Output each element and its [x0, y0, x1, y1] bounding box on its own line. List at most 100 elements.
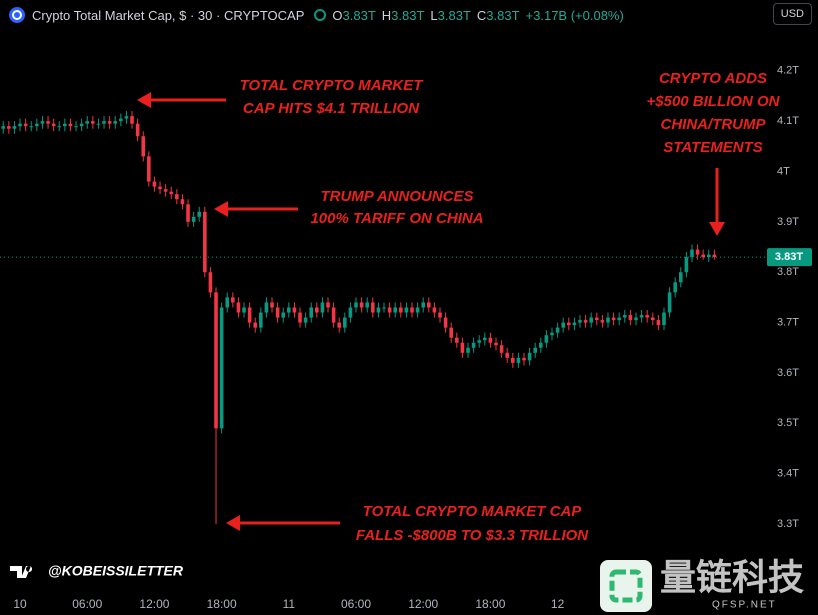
annotation-text: CHINA/TRUMP [661, 116, 767, 133]
x-tick-label: 11 [283, 597, 296, 611]
candle-body [488, 337, 493, 343]
candle-body [152, 181, 157, 187]
x-tick-label: 10 [13, 597, 27, 611]
candle-body [639, 315, 644, 318]
ohlc-key: H [381, 7, 392, 23]
candle-body [163, 189, 168, 192]
candle-body [667, 292, 672, 313]
annotation-arrowhead [137, 92, 151, 108]
brand-watermark: 量链科技 [660, 557, 804, 598]
candle-body [287, 307, 291, 313]
annotation-arrowhead [214, 201, 228, 217]
candle-body [561, 322, 565, 328]
brand-logo [600, 560, 652, 612]
candle-body [309, 307, 314, 318]
candle-body [365, 302, 370, 308]
candle-body [23, 123, 28, 127]
annotation-text: STATEMENTS [663, 139, 762, 156]
annotation-text: FALLS -$800B TO $3.3 TRILLION [356, 527, 589, 544]
candle-body [538, 342, 543, 348]
x-tick-label: 12:00 [139, 597, 169, 611]
ohlc-value: 3.83T [391, 7, 425, 23]
candle-body [231, 297, 235, 303]
candle-body [292, 307, 297, 313]
candle-body [315, 307, 319, 313]
candle-body [236, 302, 241, 313]
candle-body [438, 312, 442, 318]
candle-body [371, 302, 375, 313]
candle-body [449, 327, 454, 338]
candle-body [343, 317, 347, 328]
candle-body [594, 317, 599, 321]
candle-body [51, 123, 56, 127]
candle-body [247, 307, 252, 323]
candle-body [505, 352, 510, 358]
candle-body [690, 249, 694, 258]
candle-body [141, 136, 146, 157]
candle-body [135, 123, 140, 137]
candle-body [96, 123, 101, 125]
candle-body [79, 123, 84, 127]
candle-body [298, 312, 302, 323]
annotation-text: CAP HITS $4.1 TRILLION [243, 100, 420, 117]
candle-body [606, 317, 610, 323]
ohlc-key: C [476, 7, 487, 23]
site-watermark: QFSP.NET [712, 600, 777, 611]
candle-body [589, 317, 593, 323]
brand-logo-bg [600, 560, 652, 612]
candle-body [393, 307, 398, 313]
ohlc-value: 3.83T [342, 7, 376, 23]
candle-body [662, 312, 666, 326]
candle-body [68, 123, 73, 127]
candle-body [460, 342, 465, 353]
candle-body [404, 307, 409, 313]
candle-body [169, 191, 174, 195]
candle-body [678, 272, 683, 283]
candle-body [175, 194, 179, 200]
candle-body [91, 121, 95, 124]
candle-body [320, 302, 325, 313]
y-tick-label: 4.1T [777, 115, 799, 127]
tv-logo [10, 566, 33, 578]
candle-body [63, 123, 67, 127]
candle-body [427, 302, 431, 308]
candle-body [214, 292, 218, 429]
status-icon [314, 9, 327, 21]
candle-body [29, 126, 34, 128]
candle-body [410, 307, 414, 313]
candle-body [443, 317, 448, 328]
candle-body [74, 126, 78, 128]
candle-body [382, 307, 386, 309]
header: Crypto Total Market Cap, $ · 30 · CRYPTO… [8, 4, 624, 26]
candle-body [432, 307, 437, 313]
candle-body [40, 121, 45, 124]
y-tick-label: 3.8T [777, 266, 799, 278]
candle-body [107, 121, 112, 124]
candle-body [656, 320, 661, 326]
candle-body [706, 254, 711, 258]
y-tick-label: 3.9T [777, 216, 799, 228]
candle-body [415, 307, 420, 313]
annotation-text: 100% TARIFF ON CHINA [310, 210, 483, 227]
candle-body [572, 322, 577, 326]
candle-body [281, 312, 286, 318]
candle-body [35, 123, 39, 127]
x-tick-label: 18:00 [207, 597, 237, 611]
candle-body [158, 186, 162, 190]
candle-body [354, 302, 358, 308]
candle-body [7, 126, 11, 129]
x-tick-label: 06:00 [72, 597, 102, 611]
candle-body [399, 307, 403, 313]
y-tick-label: 3.4T [777, 468, 799, 480]
currency-button[interactable]: USD [772, 3, 812, 25]
change: +3.17B (+0.08%) [525, 7, 624, 23]
candle-body [421, 302, 426, 308]
annotation-text: TOTAL CRYPTO MARKET CAP [363, 503, 583, 520]
candle-body [186, 204, 190, 222]
annotation-text: +$500 BILLION ON [647, 93, 781, 110]
y-tick-label: 4T [777, 165, 790, 177]
candle-body [348, 307, 353, 318]
candle-body [510, 357, 515, 363]
